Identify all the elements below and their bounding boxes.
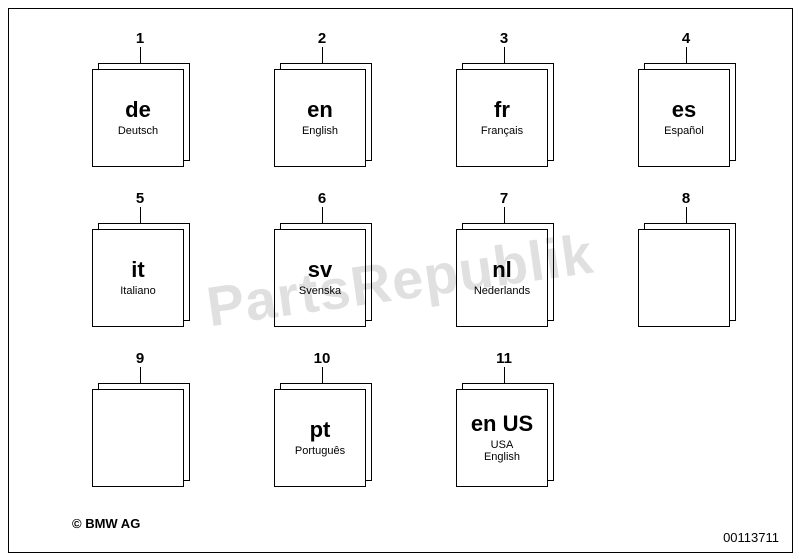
booklet-icon: it Italiano [92, 223, 188, 325]
item-number: 11 [424, 350, 584, 367]
connector-line [504, 367, 505, 383]
language-name: Italiano [120, 285, 155, 297]
booklet-item: 5 it Italiano [60, 190, 220, 325]
item-number: 2 [242, 30, 402, 47]
booklet-item: 10 pt Português [242, 350, 402, 485]
language-name: Svenska [299, 285, 341, 297]
booklet-icon: fr Français [456, 63, 552, 165]
item-number: 10 [242, 350, 402, 367]
booklet-item: 1 de Deutsch [60, 30, 220, 165]
document-number: 00113711 [723, 530, 779, 545]
booklet-item: 4 es Español [606, 30, 766, 165]
item-number: 7 [424, 190, 584, 207]
booklet-front-page [92, 389, 184, 487]
booklet-front-page: de Deutsch [92, 69, 184, 167]
booklet-front-page: en English [274, 69, 366, 167]
connector-line [322, 367, 323, 383]
language-code: es [672, 99, 696, 121]
language-name: Español [664, 125, 704, 137]
item-number: 8 [606, 190, 766, 207]
booklet-icon: de Deutsch [92, 63, 188, 165]
item-number: 3 [424, 30, 584, 47]
booklet-front-page: es Español [638, 69, 730, 167]
language-code: it [131, 259, 144, 281]
booklet-icon: en US USAEnglish [456, 383, 552, 485]
language-code: de [125, 99, 151, 121]
language-name: English [302, 125, 338, 137]
item-number: 9 [60, 350, 220, 367]
language-code: sv [308, 259, 332, 281]
language-name: Português [295, 445, 345, 457]
connector-line [504, 207, 505, 223]
connector-line [140, 367, 141, 383]
booklet-icon: en English [274, 63, 370, 165]
language-code: pt [310, 419, 331, 441]
connector-line [686, 47, 687, 63]
language-code: nl [492, 259, 512, 281]
connector-line [140, 207, 141, 223]
booklet-item: 9 [60, 350, 220, 485]
booklet-icon: sv Svenska [274, 223, 370, 325]
language-code: en US [471, 413, 533, 435]
language-booklets-diagram: 1 de Deutsch 2 en English 3 fr Français 4 es Españo… [0, 0, 799, 559]
item-number: 5 [60, 190, 220, 207]
booklet-icon: nl Nederlands [456, 223, 552, 325]
connector-line [140, 47, 141, 63]
language-name: Français [481, 125, 523, 137]
booklet-front-page: en US USAEnglish [456, 389, 548, 487]
booklet-front-page [638, 229, 730, 327]
booklet-front-page: sv Svenska [274, 229, 366, 327]
booklet-item: 2 en English [242, 30, 402, 165]
language-name: USAEnglish [484, 439, 520, 463]
language-code: fr [494, 99, 510, 121]
booklet-item: 11 en US USAEnglish [424, 350, 584, 485]
booklet-icon [638, 223, 734, 325]
item-number: 1 [60, 30, 220, 47]
booklet-front-page: pt Português [274, 389, 366, 487]
booklet-front-page: fr Français [456, 69, 548, 167]
booklet-front-page: it Italiano [92, 229, 184, 327]
copyright-text: © BMW AG [72, 516, 140, 531]
item-number: 4 [606, 30, 766, 47]
language-code: en [307, 99, 333, 121]
booklet-item: 7 nl Nederlands [424, 190, 584, 325]
booklet-front-page: nl Nederlands [456, 229, 548, 327]
connector-line [322, 207, 323, 223]
booklet-icon: pt Português [274, 383, 370, 485]
booklet-item: 8 [606, 190, 766, 325]
booklet-icon [92, 383, 188, 485]
connector-line [322, 47, 323, 63]
connector-line [686, 207, 687, 223]
language-name: Nederlands [474, 285, 530, 297]
connector-line [504, 47, 505, 63]
booklet-item: 3 fr Français [424, 30, 584, 165]
booklet-item: 6 sv Svenska [242, 190, 402, 325]
booklet-icon: es Español [638, 63, 734, 165]
item-number: 6 [242, 190, 402, 207]
language-name: Deutsch [118, 125, 158, 137]
